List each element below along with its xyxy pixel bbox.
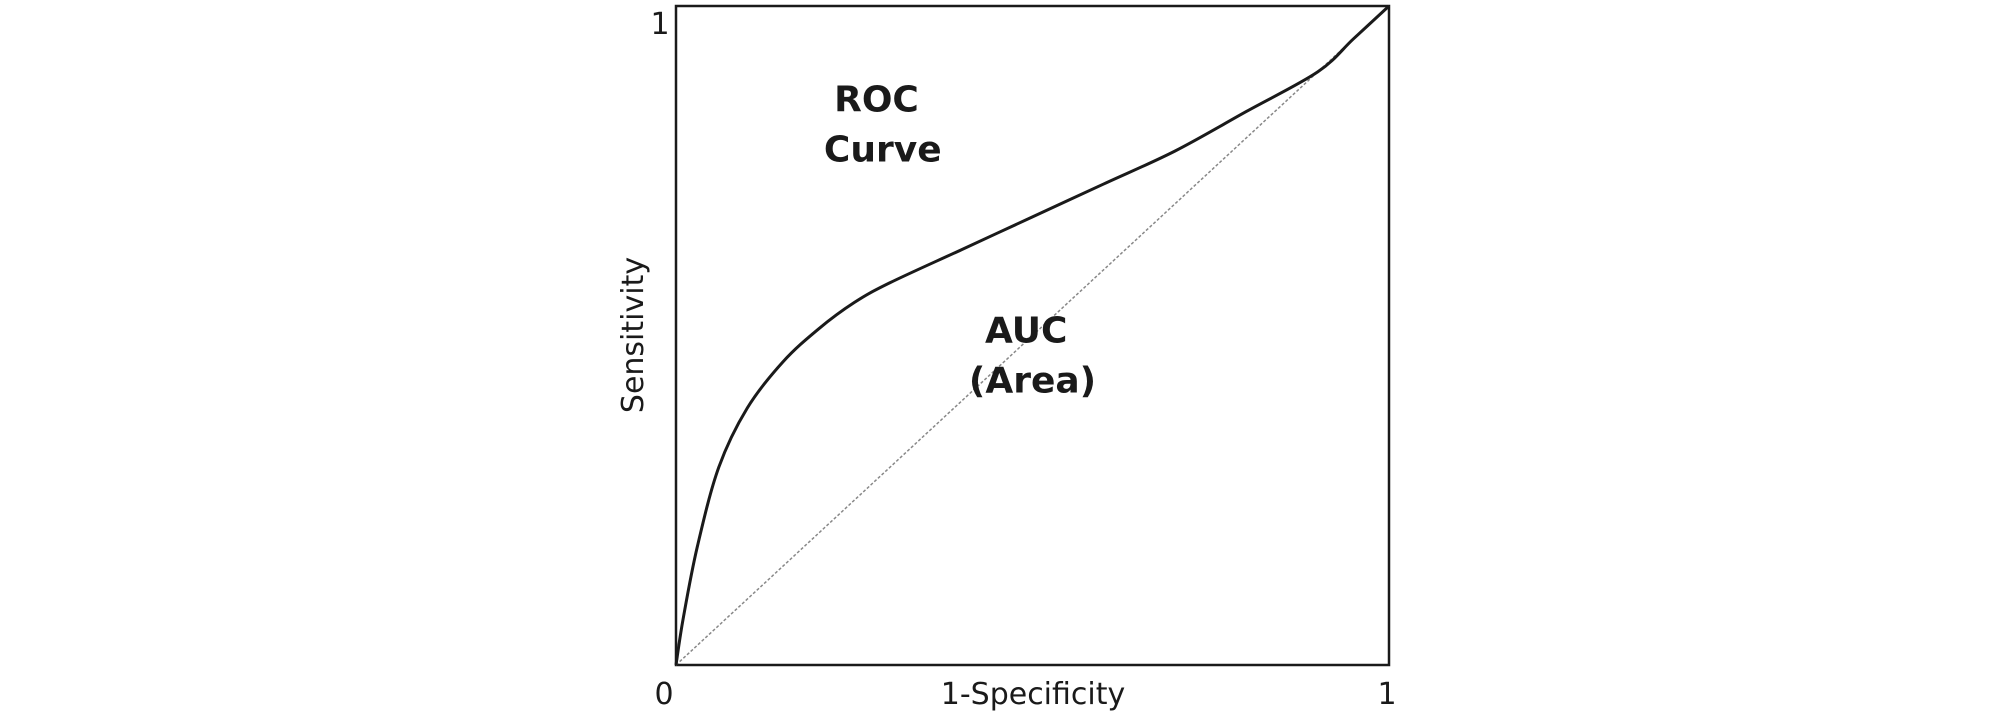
auc-annotation-line-1: AUC	[985, 310, 1067, 351]
x-tick-label-0: 0	[654, 677, 673, 712]
auc-annotation-line-2: (Area)	[969, 360, 1096, 401]
y-tick-label-1: 1	[650, 7, 669, 42]
x-axis-label: 1-Specificity	[941, 677, 1126, 712]
roc-curve-annotation: ROC Curve	[824, 80, 942, 171]
diagonal-reference-line	[675, 5, 1390, 666]
auc-annotation: AUC (Area)	[969, 310, 1096, 401]
x-tick-label-1: 1	[1377, 677, 1396, 712]
roc-curve-line	[674, 4, 1391, 666]
y-axis-label: Sensitivity	[616, 257, 651, 413]
roc-annotation-line-2: Curve	[824, 130, 942, 171]
roc-annotation-line-1: ROC	[834, 80, 919, 121]
